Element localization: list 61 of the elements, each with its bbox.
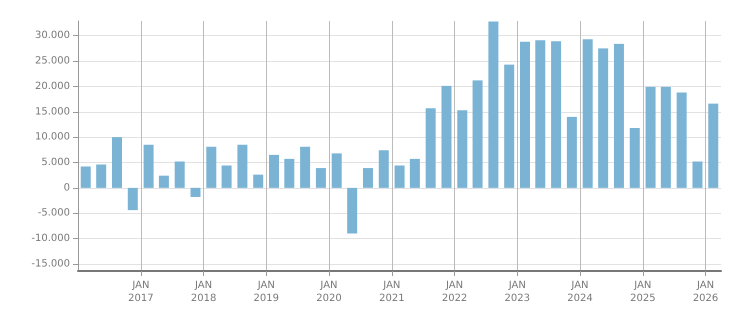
bar [96,164,106,188]
bar [237,144,248,188]
bar [457,110,468,188]
bar [692,161,702,188]
y-tick-label: 0 [64,182,70,194]
bar [551,41,562,188]
bar [520,42,530,188]
bar [676,92,687,188]
bar [472,80,483,188]
bar [394,166,405,188]
bar [253,174,264,188]
bar [535,40,546,188]
bar [441,86,452,188]
bar [646,86,656,188]
y-tick-label: 15.000 [35,106,70,118]
bar [206,146,216,188]
bar [112,137,122,188]
x-tick-label: JAN 2022 [442,280,468,304]
x-tick-label: JAN 2024 [567,280,593,304]
bar [269,154,280,188]
y-tick-label: -5.000 [38,208,70,219]
y-tick-label: 5.000 [41,156,70,168]
bar [316,168,326,188]
bar [332,153,342,188]
y-tick-label: 20.000 [35,80,70,92]
bar [566,116,577,188]
bar [630,128,640,188]
x-tick-label: JAN 2018 [190,280,216,304]
y-tick-label: 25.000 [35,56,70,67]
bar [222,166,232,188]
bar [598,48,608,188]
bar [300,146,310,188]
bar [708,104,718,188]
bar [410,158,420,188]
bar [488,22,498,188]
y-tick-label: -10.000 [31,233,70,244]
bar [378,150,389,188]
bar [158,176,169,188]
bar [190,188,201,197]
x-tick-label: JAN 2026 [692,280,718,304]
bar [174,161,185,188]
y-tick-label: 10.000 [35,132,70,143]
bar [362,168,373,188]
bar [80,166,91,188]
x-tick-label: JAN 2019 [254,280,280,304]
y-tick-label: 30.000 [35,30,70,42]
x-tick-label: JAN 2021 [379,280,405,304]
x-tick-label: JAN 2017 [128,280,154,304]
x-tick-label: JAN 2023 [504,280,530,304]
bar [144,144,154,188]
bar [660,86,671,188]
bar [582,39,593,188]
bar [128,188,138,210]
y-tick-label: -15.000 [31,258,70,270]
bar [426,108,436,188]
x-tick-label: JAN 2020 [316,280,342,304]
bar [347,188,358,234]
x-tick-label: JAN 2025 [630,280,656,304]
bar [284,158,294,188]
bar [504,64,514,188]
bar [614,44,624,188]
